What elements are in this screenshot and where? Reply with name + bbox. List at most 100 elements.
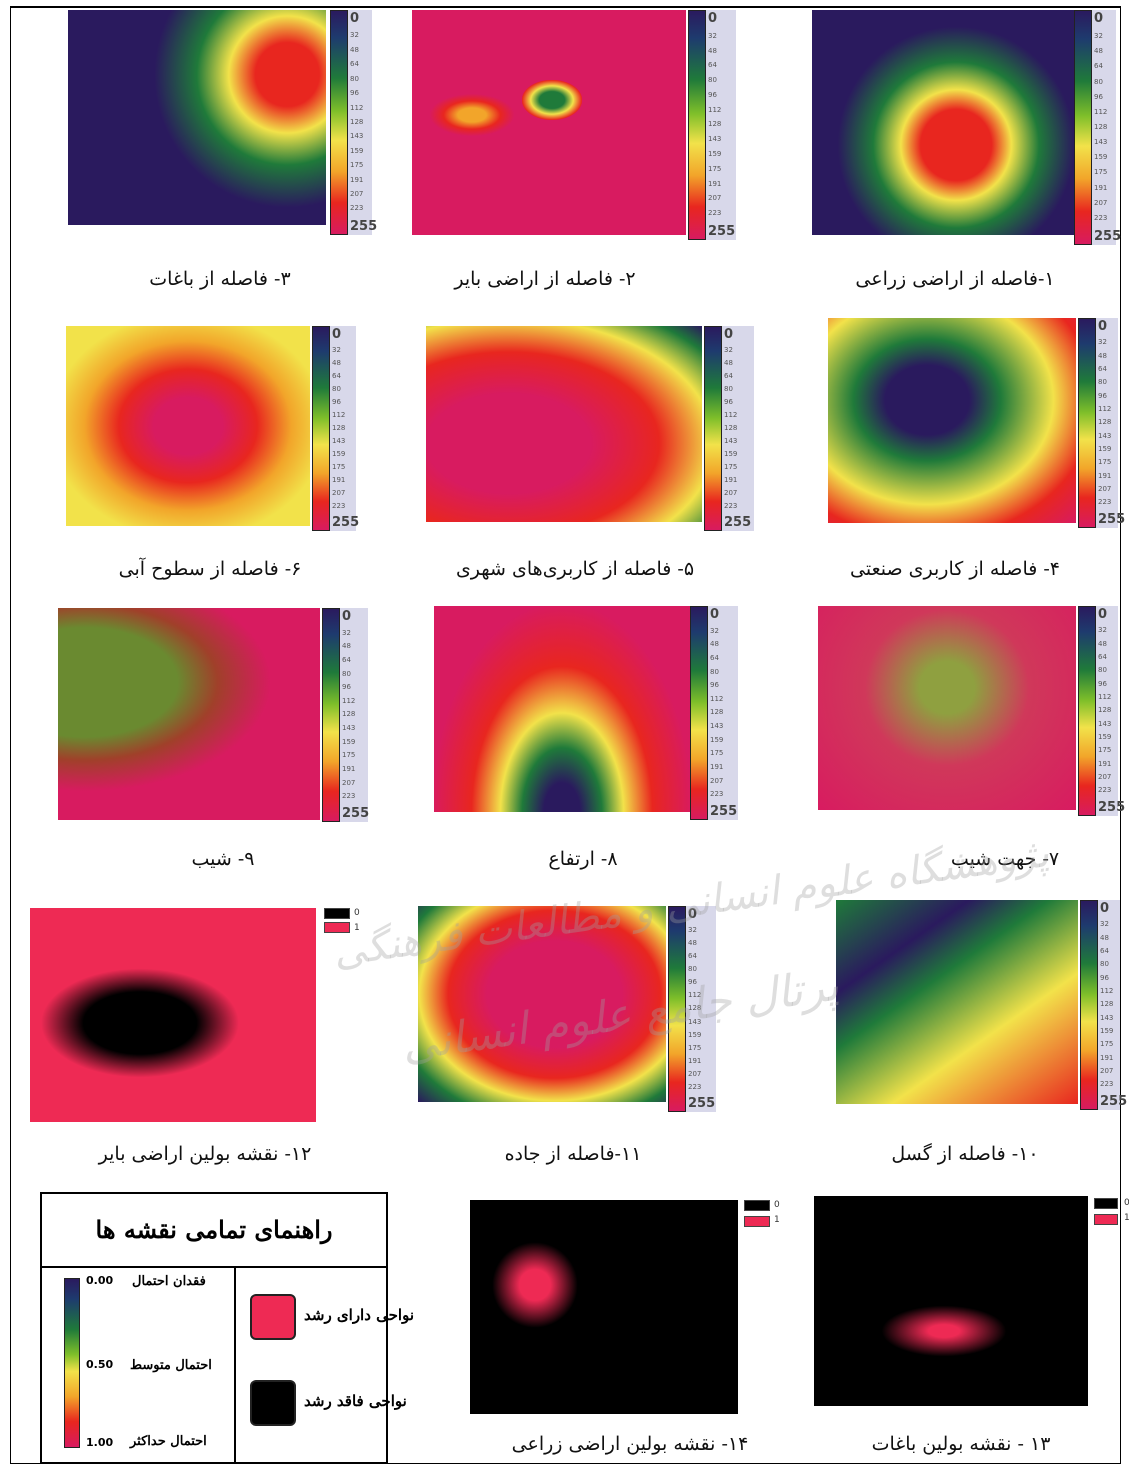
scale-ticks-2: 0 32 48 64 80 96 112 128 143 159 175 191 207 223 255 bbox=[706, 10, 736, 240]
scale-bar-1 bbox=[1074, 10, 1092, 245]
scale-tick: 159 bbox=[332, 450, 346, 458]
legend-black-swatch bbox=[744, 1200, 770, 1211]
scale-tick: 255 bbox=[1098, 799, 1126, 815]
scale-tick: 80 bbox=[350, 74, 359, 83]
caption-8: ۸- ارتفاع bbox=[548, 848, 618, 870]
scale-tick: 207 bbox=[332, 489, 346, 497]
scale-tick: 175 bbox=[342, 751, 356, 760]
scale-ticks-9: 0 32 48 64 80 96 112 128 143 159 175 191 207 223 255 bbox=[340, 608, 369, 822]
scale-tick: 175 bbox=[1098, 458, 1112, 467]
scale-tick: 112 bbox=[1098, 693, 1112, 702]
scale-tick: 48 bbox=[342, 642, 351, 651]
scale-tick: 128 bbox=[710, 708, 724, 717]
caption-1: ۱-فاصله از اراضی زراعی bbox=[855, 268, 1055, 290]
scale-tick: 143 bbox=[1100, 1013, 1114, 1022]
caption-10: ۱۰- فاصله از گسل bbox=[891, 1143, 1039, 1165]
scale-bar-10 bbox=[1080, 900, 1098, 1110]
caption-5: ۵- فاصله از کاربری‌های شهری bbox=[455, 558, 695, 580]
scale-tick: 112 bbox=[1098, 405, 1112, 414]
scale-tick: 80 bbox=[688, 965, 697, 974]
scale-tick: 143 bbox=[708, 135, 722, 144]
map-10-fault-distance bbox=[836, 900, 1078, 1104]
scale-tick: 64 bbox=[332, 372, 341, 380]
scale-tick: 0 bbox=[1094, 11, 1104, 26]
caption-14: ۱۴- نقشه بولین اراضی زراعی bbox=[511, 1433, 749, 1455]
scale-tick: 112 bbox=[708, 105, 722, 114]
probability-mid-label: احتمال متوسط bbox=[130, 1358, 212, 1373]
map-7-aspect bbox=[818, 606, 1076, 810]
scale-ticks-3: 0 32 48 64 80 96 112 128 143 159 175 191 207 223 255 bbox=[348, 10, 377, 235]
legend-black-swatch bbox=[324, 908, 350, 919]
figure-frame bbox=[10, 6, 1121, 1464]
barren-streak bbox=[422, 90, 522, 140]
scale-tick: 207 bbox=[1098, 773, 1112, 782]
scale-tick: 32 bbox=[724, 346, 733, 354]
scale-tick: 96 bbox=[688, 978, 697, 987]
scale-tick: 32 bbox=[710, 626, 719, 635]
scale-tick: 191 bbox=[1094, 183, 1108, 192]
scale-tick: 128 bbox=[332, 424, 346, 432]
scale-tick: 128 bbox=[724, 424, 738, 432]
scale-tick: 143 bbox=[1098, 431, 1112, 440]
scale-ticks-4: 0 32 48 64 80 96 112 128 143 159 175 191 207 223 255 bbox=[1096, 318, 1125, 528]
scale-tick: 64 bbox=[1098, 653, 1107, 662]
caption-12: ۱۲- نقشه بولین اراضی بایر bbox=[98, 1143, 312, 1165]
scale-tick: 64 bbox=[342, 655, 351, 664]
scale-tick: 0 bbox=[724, 327, 734, 342]
scale-tick: 255 bbox=[710, 803, 738, 819]
legend-divider bbox=[234, 1266, 236, 1462]
scale-tick: 128 bbox=[1098, 706, 1112, 715]
boolean-tick: 1 bbox=[774, 1215, 780, 1225]
scale-tick: 64 bbox=[688, 952, 697, 961]
scale-tick: 159 bbox=[342, 737, 356, 746]
scale-tick: 255 bbox=[1094, 228, 1122, 244]
scale-tick: 96 bbox=[332, 398, 341, 406]
scale-bar-9 bbox=[322, 608, 340, 822]
scale-tick: 32 bbox=[688, 926, 697, 935]
scale-tick: 207 bbox=[350, 190, 364, 199]
scale-tick: 255 bbox=[1100, 1093, 1128, 1109]
scale-tick: 255 bbox=[724, 515, 752, 530]
scale-tick: 159 bbox=[1100, 1027, 1114, 1036]
scale-tick: 64 bbox=[710, 653, 719, 662]
scale-tick: 223 bbox=[342, 792, 356, 801]
scale-ticks-10: 0 32 48 64 80 96 112 128 143 159 175 191 207 223 255 bbox=[1098, 900, 1128, 1110]
probability-bar bbox=[64, 1278, 80, 1448]
scale-tick: 96 bbox=[710, 681, 719, 690]
caption-2: ۲- فاصله از اراضی بایر bbox=[454, 268, 636, 290]
scale-tick: 0 bbox=[1098, 607, 1108, 622]
scale-tick: 80 bbox=[710, 667, 719, 676]
scale-tick: 207 bbox=[1098, 485, 1112, 494]
scale-tick: 159 bbox=[724, 450, 738, 458]
legend-black-swatch bbox=[1094, 1198, 1118, 1209]
scale-tick: 112 bbox=[1094, 107, 1108, 116]
map-14-boolean-farmland bbox=[470, 1200, 738, 1414]
scale-tick: 112 bbox=[1100, 987, 1114, 996]
scale-tick: 96 bbox=[708, 90, 717, 99]
scale-tick: 32 bbox=[1100, 920, 1109, 929]
scale-tick: 80 bbox=[1098, 378, 1107, 387]
scale-tick: 96 bbox=[350, 89, 359, 98]
map-13-boolean-orchards bbox=[814, 1196, 1088, 1406]
boolean-tick: 0 bbox=[774, 1200, 780, 1210]
no-growth-swatch bbox=[250, 1380, 296, 1426]
scale-tick: 0 bbox=[688, 907, 698, 922]
caption-9: ۹- شیب bbox=[191, 848, 255, 870]
scale-tick: 96 bbox=[724, 398, 733, 406]
scale-tick: 96 bbox=[1098, 391, 1107, 400]
scale-tick: 207 bbox=[1094, 198, 1108, 207]
scale-tick: 143 bbox=[350, 132, 364, 141]
scale-bar-6 bbox=[312, 326, 330, 531]
barren-black-region bbox=[40, 968, 240, 1078]
scale-tick: 32 bbox=[1098, 626, 1107, 635]
map-1-farmland-distance bbox=[812, 10, 1074, 235]
scale-tick: 80 bbox=[1094, 77, 1103, 86]
scale-tick: 32 bbox=[1098, 338, 1107, 347]
scale-tick: 112 bbox=[350, 103, 364, 112]
scale-tick: 0 bbox=[342, 609, 352, 624]
scale-tick: 128 bbox=[688, 1004, 702, 1013]
scale-tick: 175 bbox=[350, 161, 364, 170]
legend-red-swatch bbox=[1094, 1214, 1118, 1225]
growth-swatch bbox=[250, 1294, 296, 1340]
